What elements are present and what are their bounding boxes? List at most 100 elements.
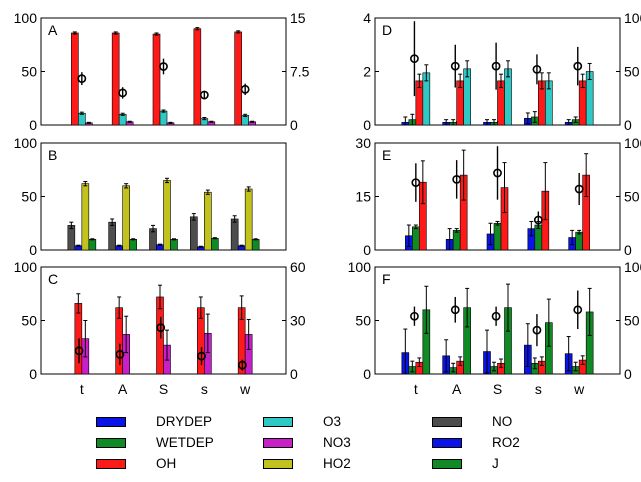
y-tick-label: 0: [363, 366, 371, 382]
bar-oh: [234, 31, 242, 126]
panel-label: E: [382, 147, 391, 163]
marker-point: [240, 84, 250, 94]
marker-point: [452, 174, 462, 184]
bar-j: [88, 239, 97, 251]
marker-point: [493, 168, 502, 178]
panel-a: 0 50 100 0 7.5 15 A: [14, 10, 310, 133]
panel-frame: [374, 266, 621, 375]
marker-point: [574, 184, 584, 194]
bar-no: [230, 218, 239, 251]
y2-tick-label: 100: [624, 259, 641, 275]
y2-tick-label: 0: [624, 117, 632, 133]
marker-point: [532, 325, 542, 335]
y-tick-label: 50: [355, 313, 371, 329]
y2-tick-label: 0: [624, 366, 632, 382]
y2-tick-label: 60: [290, 259, 306, 275]
marker-point: [410, 54, 419, 64]
y2-tick-label: 7.5: [290, 64, 310, 80]
marker-point: [77, 74, 87, 84]
bar-ho2: [81, 183, 90, 251]
bar-ho2: [244, 188, 253, 251]
panel-label: D: [382, 22, 392, 38]
y2-tick-label: 0: [290, 366, 298, 382]
bar-ho2: [122, 185, 130, 251]
marker-point: [411, 178, 421, 187]
marker-point: [491, 311, 501, 321]
panel-b: 0 50 100 B: [14, 135, 287, 258]
y2-tick-label: 0: [290, 117, 298, 133]
y-tick-label: 0: [29, 242, 37, 258]
y-tick-label: 0: [29, 117, 37, 133]
x-tick-label: w: [239, 381, 251, 397]
y-tick-label: 50: [21, 313, 37, 329]
x-tick-label: S: [493, 381, 502, 397]
y-tick-label: 0: [363, 242, 371, 258]
x-tick-label: A: [452, 381, 462, 397]
bar-o3: [78, 112, 86, 126]
bar-o3: [118, 114, 127, 126]
panel-f: 0 50 100 0 50 100 t A Ss w F: [348, 259, 641, 397]
panel-label: B: [48, 147, 57, 163]
y2-tick-label: 0: [624, 242, 632, 258]
x-tick-label: t: [414, 381, 418, 397]
bar-ho2: [204, 191, 212, 251]
x-tick-label: t: [80, 381, 84, 397]
y2-tick-label: 30: [290, 313, 306, 329]
bar-no: [190, 216, 198, 251]
bar-j: [251, 239, 260, 251]
marker-point: [573, 305, 583, 315]
panel-label: A: [48, 22, 58, 38]
marker-point: [573, 61, 583, 71]
y-tick-label: 50: [21, 64, 37, 80]
bar-ho2: [163, 180, 171, 251]
bar-j: [493, 222, 502, 251]
x-tick-label: A: [118, 381, 128, 397]
y-tick-label: 100: [14, 135, 38, 151]
marker-point: [156, 323, 166, 333]
y-tick-label: 100: [348, 259, 372, 275]
bar-j: [129, 239, 137, 251]
y2-tick-label: 50: [624, 189, 640, 205]
y-tick-label: 0: [29, 366, 37, 382]
y-tick-label: 100: [14, 259, 38, 275]
bar-j: [412, 226, 420, 251]
y2-tick-label: 100: [624, 135, 641, 151]
y2-tick-label: 50: [624, 313, 640, 329]
marker-point: [74, 346, 84, 356]
bar-j: [452, 230, 461, 251]
marker-point: [410, 311, 419, 321]
x-tick-label: w: [573, 381, 585, 397]
y-tick-label: 100: [14, 10, 38, 26]
bar-o3: [159, 110, 168, 126]
marker-point: [199, 90, 209, 100]
x-tick-label: s: [201, 381, 208, 397]
panel-e: 0 15 30 0 50 100 E: [355, 135, 641, 258]
panel-label: F: [382, 271, 391, 287]
y2-tick-label: 100: [624, 10, 641, 26]
marker-point: [115, 349, 125, 359]
x-tick-label: s: [535, 381, 542, 397]
marker-point: [159, 62, 168, 71]
marker-point: [237, 360, 247, 370]
bar-j: [170, 239, 178, 251]
bar-oh: [71, 32, 79, 126]
bar-oh: [152, 33, 161, 126]
bar-no: [108, 221, 116, 251]
bar-j: [211, 237, 219, 251]
marker-point: [532, 64, 542, 74]
y-tick-label: 4: [363, 10, 371, 26]
bar-oh: [111, 32, 120, 126]
y-tick-label: 30: [355, 135, 371, 151]
y-tick-label: 15: [355, 189, 371, 205]
marker-point: [450, 305, 460, 315]
y-tick-label: 2: [363, 64, 371, 80]
marker-point: [450, 61, 460, 71]
y-tick-label: 0: [363, 117, 371, 133]
panel-d: 0 2 4 0 50 100 D: [363, 10, 641, 133]
marker-point: [197, 351, 206, 361]
y2-tick-label: 15: [290, 10, 306, 26]
y-tick-label: 50: [21, 189, 37, 205]
